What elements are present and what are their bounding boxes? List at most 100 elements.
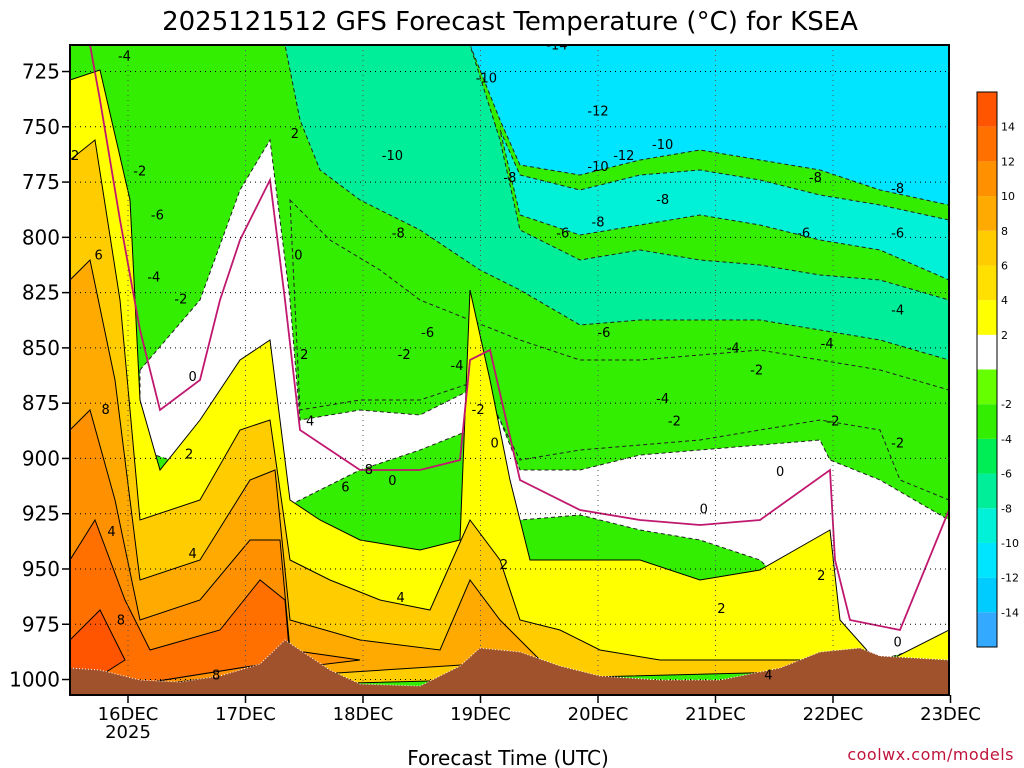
colorbar-label: 4 [1001,294,1008,307]
colorbar-swatch [977,438,997,474]
contour-label: 8 [117,613,125,628]
colorbar: -14 -12 -10 -8 -6 -4 -2 2 4 6 8 10 12 14 [976,91,1019,648]
grid-lines [70,45,949,695]
colorbar-label: -14 [1001,606,1019,619]
colorbar-label: 8 [1001,225,1008,238]
contour-label: 8 [365,463,373,478]
contour-label: 2 [300,348,308,363]
colorbar-swatch [977,473,997,509]
colorbar-label: 6 [1001,259,1008,272]
colorbar-label: -6 [1001,468,1012,481]
x-tick-label: 18DEC [333,704,394,725]
y-tick-label: 800 [22,225,60,249]
contour-label: -2 [133,164,146,179]
contour-label: -10 [652,138,673,153]
colorbar-swatch [977,196,997,231]
y-tick-label: 925 [22,502,60,526]
colorbar-label: -4 [1001,433,1012,446]
contour-label: 0 [490,436,498,451]
contour-label: -8 [809,171,822,186]
temperature-band [139,138,949,661]
contour-label: -6 [151,209,164,224]
contour-label: 0 [776,465,784,480]
contour-label: -8 [503,171,516,186]
temperature-band [284,45,949,361]
colorbar-swatch [977,126,997,162]
credit-text: coolwx.com/models [847,745,1014,764]
chart-title: 2025121512 GFS Forecast Temperature (°C)… [162,7,858,37]
y-tick-label: 950 [22,557,60,581]
contour-label: 4 [764,669,772,684]
x-tick-label: 19DEC [450,704,511,725]
contour-label: -6 [891,226,904,241]
y-tick-label: 750 [22,115,60,139]
contour-label: -2 [174,293,187,308]
contour-label: -10 [382,149,403,164]
colorbar-label: -8 [1001,502,1012,515]
temperature-band [70,518,291,695]
y-tick-label: 975 [22,612,60,636]
contour-label: 6 [341,481,349,496]
colorbar-label: 12 [1001,155,1015,168]
contour-label: 4 [188,547,196,562]
contour-label: 0 [294,248,302,263]
contour-label: -4 [656,392,669,407]
contour-label: 0 [700,503,708,518]
colorbar-label: -12 [1001,572,1019,585]
contour-label: -4 [118,49,131,64]
contour-label: -2 [750,363,763,378]
x-axis: 16DEC 17DEC 18DEC 19DEC 20DEC 21DEC 22DEC 23DEC [98,695,981,725]
contour-label: 6 [94,248,102,263]
x-tick-label: 23DEC [920,704,981,725]
contour-label: 8 [102,403,110,418]
colorbar-swatch [977,230,997,266]
contour-label: -4 [891,304,904,319]
colorbar-label: 2 [1001,329,1008,342]
colorbar-swatch [977,265,997,301]
temperature-fill-bands [70,45,949,695]
contour-labels: 26848-4-2-6-4-2024820246804-2-10-8-6-4-2… [71,38,904,684]
contour-label: 2 [291,127,299,142]
contour-label: -4 [821,337,834,352]
contour-label: 2 [717,602,725,617]
contour-label: 2 [185,447,193,462]
temperature-band [289,198,949,501]
colorbar-swatch [977,92,997,127]
contour-label: -14 [546,38,567,53]
y-tick-label: 850 [22,336,60,360]
contour-label: 2 [71,149,79,164]
contour-label: -8 [392,226,405,241]
colorbar-label: 14 [1001,121,1015,134]
x-axis-label: Forecast Time (UTC) [407,746,609,768]
colorbar-label: -10 [1001,537,1019,550]
contour-label: 0 [388,474,396,489]
contour-label: -2 [668,414,681,429]
colorbar-swatch [977,300,997,335]
x-tick-label: 16DEC [98,704,159,725]
contour-label: 4 [306,414,314,429]
contour-label: 0 [893,635,901,650]
contour-label: -4 [727,341,740,356]
y-tick-label: 875 [22,391,60,415]
contour-label: -4 [451,359,464,374]
contour-label: -12 [587,105,608,120]
y-tick-label: 900 [22,446,60,470]
colorbar-swatch [977,508,997,543]
contour-label: -6 [421,326,434,341]
contour-label: 2 [500,558,508,573]
contour-label: -4 [147,271,160,286]
contour-label: -10 [587,160,608,175]
temperature-band [499,129,949,281]
contour-label: -10 [476,72,497,87]
contour-label: -6 [556,226,569,241]
x-tick-label: 22DEC [803,704,864,725]
contour-label: -2 [398,348,411,363]
x-tick-label: 20DEC [568,704,629,725]
plot-area: 26848-4-2-6-4-2024820246804-2-10-8-6-4-2… [70,38,949,695]
colorbar-swatch [977,334,997,370]
x-tick-label: 17DEC [215,704,276,725]
contour-label: -6 [597,326,610,341]
colorbar-swatch [977,612,997,647]
contour-label: -8 [592,215,605,230]
